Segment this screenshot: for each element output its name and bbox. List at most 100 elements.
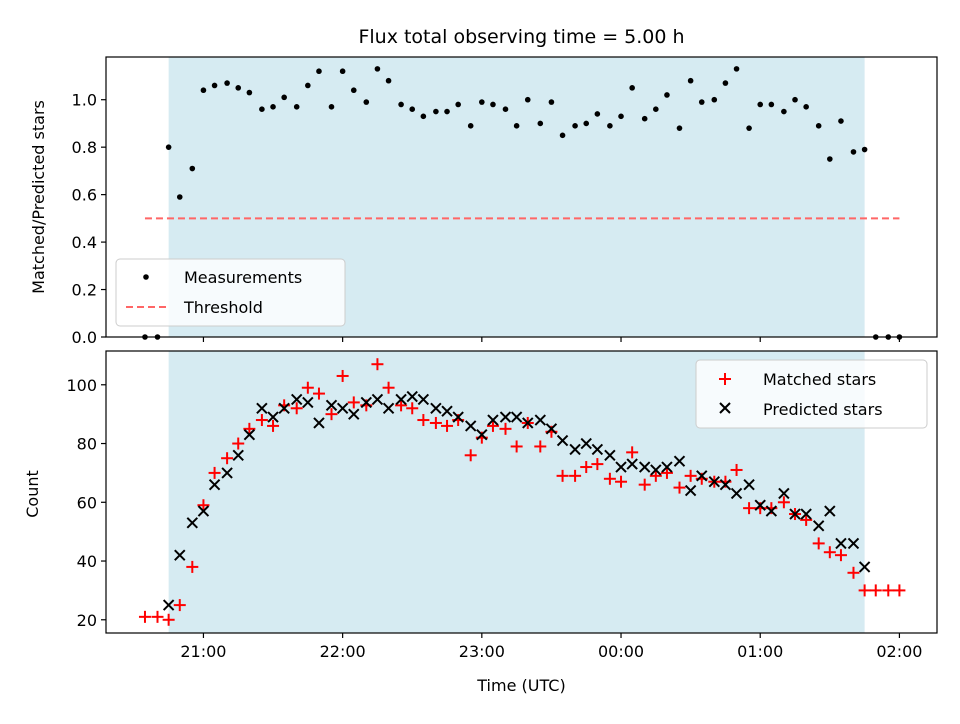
top-legend-measurements-label: Measurements	[184, 268, 302, 287]
bottom-xtick-label: 02:00	[876, 642, 922, 661]
predicted-star-point	[499, 411, 512, 423]
top-panel: 0.0 0.2 0.4 0.6 0.8 1.0 Flux total observing …	[29, 26, 938, 347]
matched-star-point	[603, 472, 616, 485]
predicted-star-point	[858, 561, 871, 573]
measurement-point	[803, 104, 809, 110]
predicted-star-point	[441, 405, 453, 417]
measurement-point	[211, 82, 218, 89]
matched-star-point	[684, 469, 697, 482]
predicted-star-point	[580, 437, 592, 450]
predicted-star-point	[650, 464, 662, 476]
matched-star-point	[556, 469, 569, 482]
matched-star-point	[499, 422, 512, 435]
top-legend-measurements-marker	[143, 274, 149, 280]
top-ytick-label: 0.8	[72, 138, 97, 157]
measurement-point	[502, 106, 509, 113]
measurement-point	[815, 123, 822, 129]
measurement-point	[850, 149, 857, 155]
measurement-point	[374, 66, 381, 72]
measurement-point	[328, 104, 335, 110]
measurement-point	[224, 80, 230, 86]
measurement-point	[722, 80, 729, 86]
bottom-ytick-label: 80	[77, 435, 97, 454]
measurement-point	[792, 96, 798, 103]
top-ytick-label: 0.4	[72, 233, 97, 252]
measurement-point	[781, 108, 787, 115]
top-legend: Measurements Threshold	[115, 258, 346, 327]
measurement-point	[235, 85, 242, 91]
bottom-legend-predicted-label: Predicted stars	[763, 400, 883, 419]
measurement-point	[398, 101, 404, 108]
predicted-star-point	[765, 505, 778, 517]
measurement-point	[490, 101, 496, 108]
matched-star-point	[325, 408, 338, 421]
top-panel-title: Flux total observing time = 5.00 h	[358, 26, 684, 48]
predicted-star-point	[208, 478, 221, 491]
predicted-star-point	[452, 411, 464, 423]
predicted-star-point	[661, 461, 673, 473]
matched-star-point	[660, 466, 673, 479]
predicted-star-point	[395, 393, 407, 406]
measurement-point	[433, 108, 439, 115]
measurement-point	[583, 120, 590, 127]
top-legend-threshold-label: Threshold	[183, 298, 263, 317]
top-panel-frame	[105, 56, 938, 338]
matched-star-point	[197, 499, 210, 512]
matched-star-point	[743, 502, 756, 515]
matched-star-point	[290, 402, 303, 415]
predicted-star-point	[232, 449, 244, 461]
top-ytick-label: 0.6	[72, 186, 97, 205]
predicted-star-point	[591, 443, 604, 456]
matched-star-point	[591, 458, 604, 471]
matched-star-point	[417, 414, 430, 427]
matched-star-point	[336, 369, 349, 382]
predicted-star-point	[267, 411, 279, 423]
measurement-point	[455, 101, 461, 108]
measurement-point	[444, 108, 450, 115]
measurement-point	[838, 118, 844, 124]
bottom-ytick-label: 60	[77, 493, 97, 512]
predicted-star-point	[487, 414, 499, 426]
matched-star-point	[812, 537, 825, 550]
measurement-point	[281, 94, 287, 101]
predicted-star-point	[174, 549, 186, 561]
matched-star-point	[569, 469, 582, 482]
measurement-point	[524, 96, 531, 103]
predicted-star-point	[360, 396, 373, 409]
measurement-point	[409, 106, 416, 113]
predicted-star-point	[534, 414, 546, 426]
measurement-point	[176, 194, 183, 200]
predicted-star-point	[638, 461, 651, 473]
matched-star-point	[534, 440, 547, 453]
predicted-star-point	[673, 455, 686, 467]
predicted-star-point	[243, 429, 256, 441]
measurement-point	[548, 99, 555, 105]
measurement-point	[559, 132, 566, 139]
predicted-star-point	[754, 499, 766, 511]
measurement-point	[768, 101, 775, 108]
measurement-point	[293, 104, 300, 110]
predicted-star-point	[464, 420, 477, 432]
bottom-legend-matched-marker	[719, 373, 731, 385]
matched-star-point	[823, 546, 836, 559]
matched-star-point	[208, 466, 221, 479]
matched-star-point	[858, 584, 871, 597]
predicted-star-point	[847, 537, 860, 550]
matched-star-point	[847, 566, 860, 579]
bottom-legend-box	[695, 359, 928, 429]
measurement-point	[629, 85, 635, 91]
predicted-star-point	[325, 399, 338, 412]
predicted-star-point	[186, 517, 199, 529]
matched-star-point	[730, 463, 743, 476]
bottom-legend-predicted-marker	[719, 402, 731, 414]
predicted-star-point	[336, 402, 349, 414]
matched-star-point	[800, 513, 813, 526]
matched-star-point	[580, 461, 593, 474]
predicted-star-point	[615, 461, 627, 473]
predicted-star-point	[696, 470, 708, 482]
predicted-star-point	[708, 476, 720, 488]
top-ytick-label: 0.2	[72, 281, 97, 300]
predicted-star-point	[256, 402, 268, 414]
predicted-star-point	[348, 408, 360, 420]
measurement-point	[385, 77, 392, 84]
